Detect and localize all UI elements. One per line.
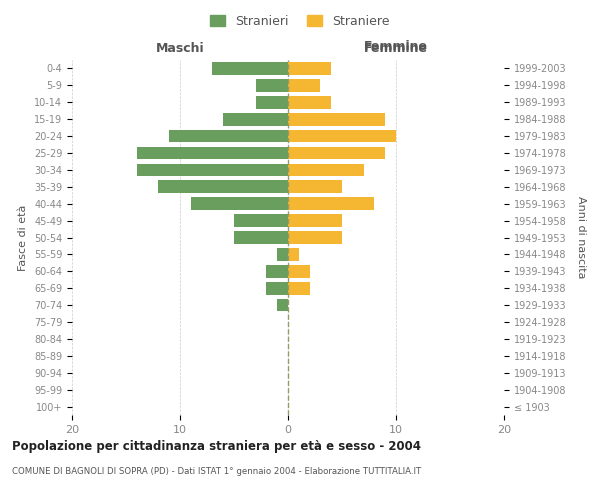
- Text: Maschi: Maschi: [155, 42, 205, 55]
- Bar: [288, 198, 374, 210]
- Bar: [266, 282, 288, 294]
- Bar: [288, 113, 385, 126]
- Text: Femmine: Femmine: [364, 40, 428, 53]
- Bar: [288, 248, 299, 260]
- Bar: [288, 146, 385, 160]
- Bar: [191, 198, 288, 210]
- Bar: [223, 113, 288, 126]
- Bar: [288, 130, 396, 142]
- Text: Femmine: Femmine: [364, 42, 428, 55]
- Bar: [288, 96, 331, 108]
- Bar: [234, 214, 288, 227]
- Bar: [277, 299, 288, 312]
- Bar: [288, 164, 364, 176]
- Legend: Stranieri, Straniere: Stranieri, Straniere: [206, 11, 394, 32]
- Y-axis label: Anni di nascita: Anni di nascita: [576, 196, 586, 279]
- Text: COMUNE DI BAGNOLI DI SOPRA (PD) - Dati ISTAT 1° gennaio 2004 - Elaborazione TUTT: COMUNE DI BAGNOLI DI SOPRA (PD) - Dati I…: [12, 468, 421, 476]
- Bar: [288, 231, 342, 244]
- Bar: [266, 265, 288, 278]
- Bar: [158, 180, 288, 193]
- Bar: [234, 231, 288, 244]
- Bar: [288, 79, 320, 92]
- Bar: [288, 62, 331, 75]
- Bar: [288, 265, 310, 278]
- Bar: [256, 79, 288, 92]
- Bar: [137, 146, 288, 160]
- Bar: [212, 62, 288, 75]
- Bar: [288, 214, 342, 227]
- Bar: [256, 96, 288, 108]
- Bar: [137, 164, 288, 176]
- Bar: [277, 248, 288, 260]
- Bar: [288, 282, 310, 294]
- Bar: [169, 130, 288, 142]
- Y-axis label: Fasce di età: Fasce di età: [19, 204, 28, 270]
- Text: Popolazione per cittadinanza straniera per età e sesso - 2004: Popolazione per cittadinanza straniera p…: [12, 440, 421, 453]
- Bar: [288, 180, 342, 193]
